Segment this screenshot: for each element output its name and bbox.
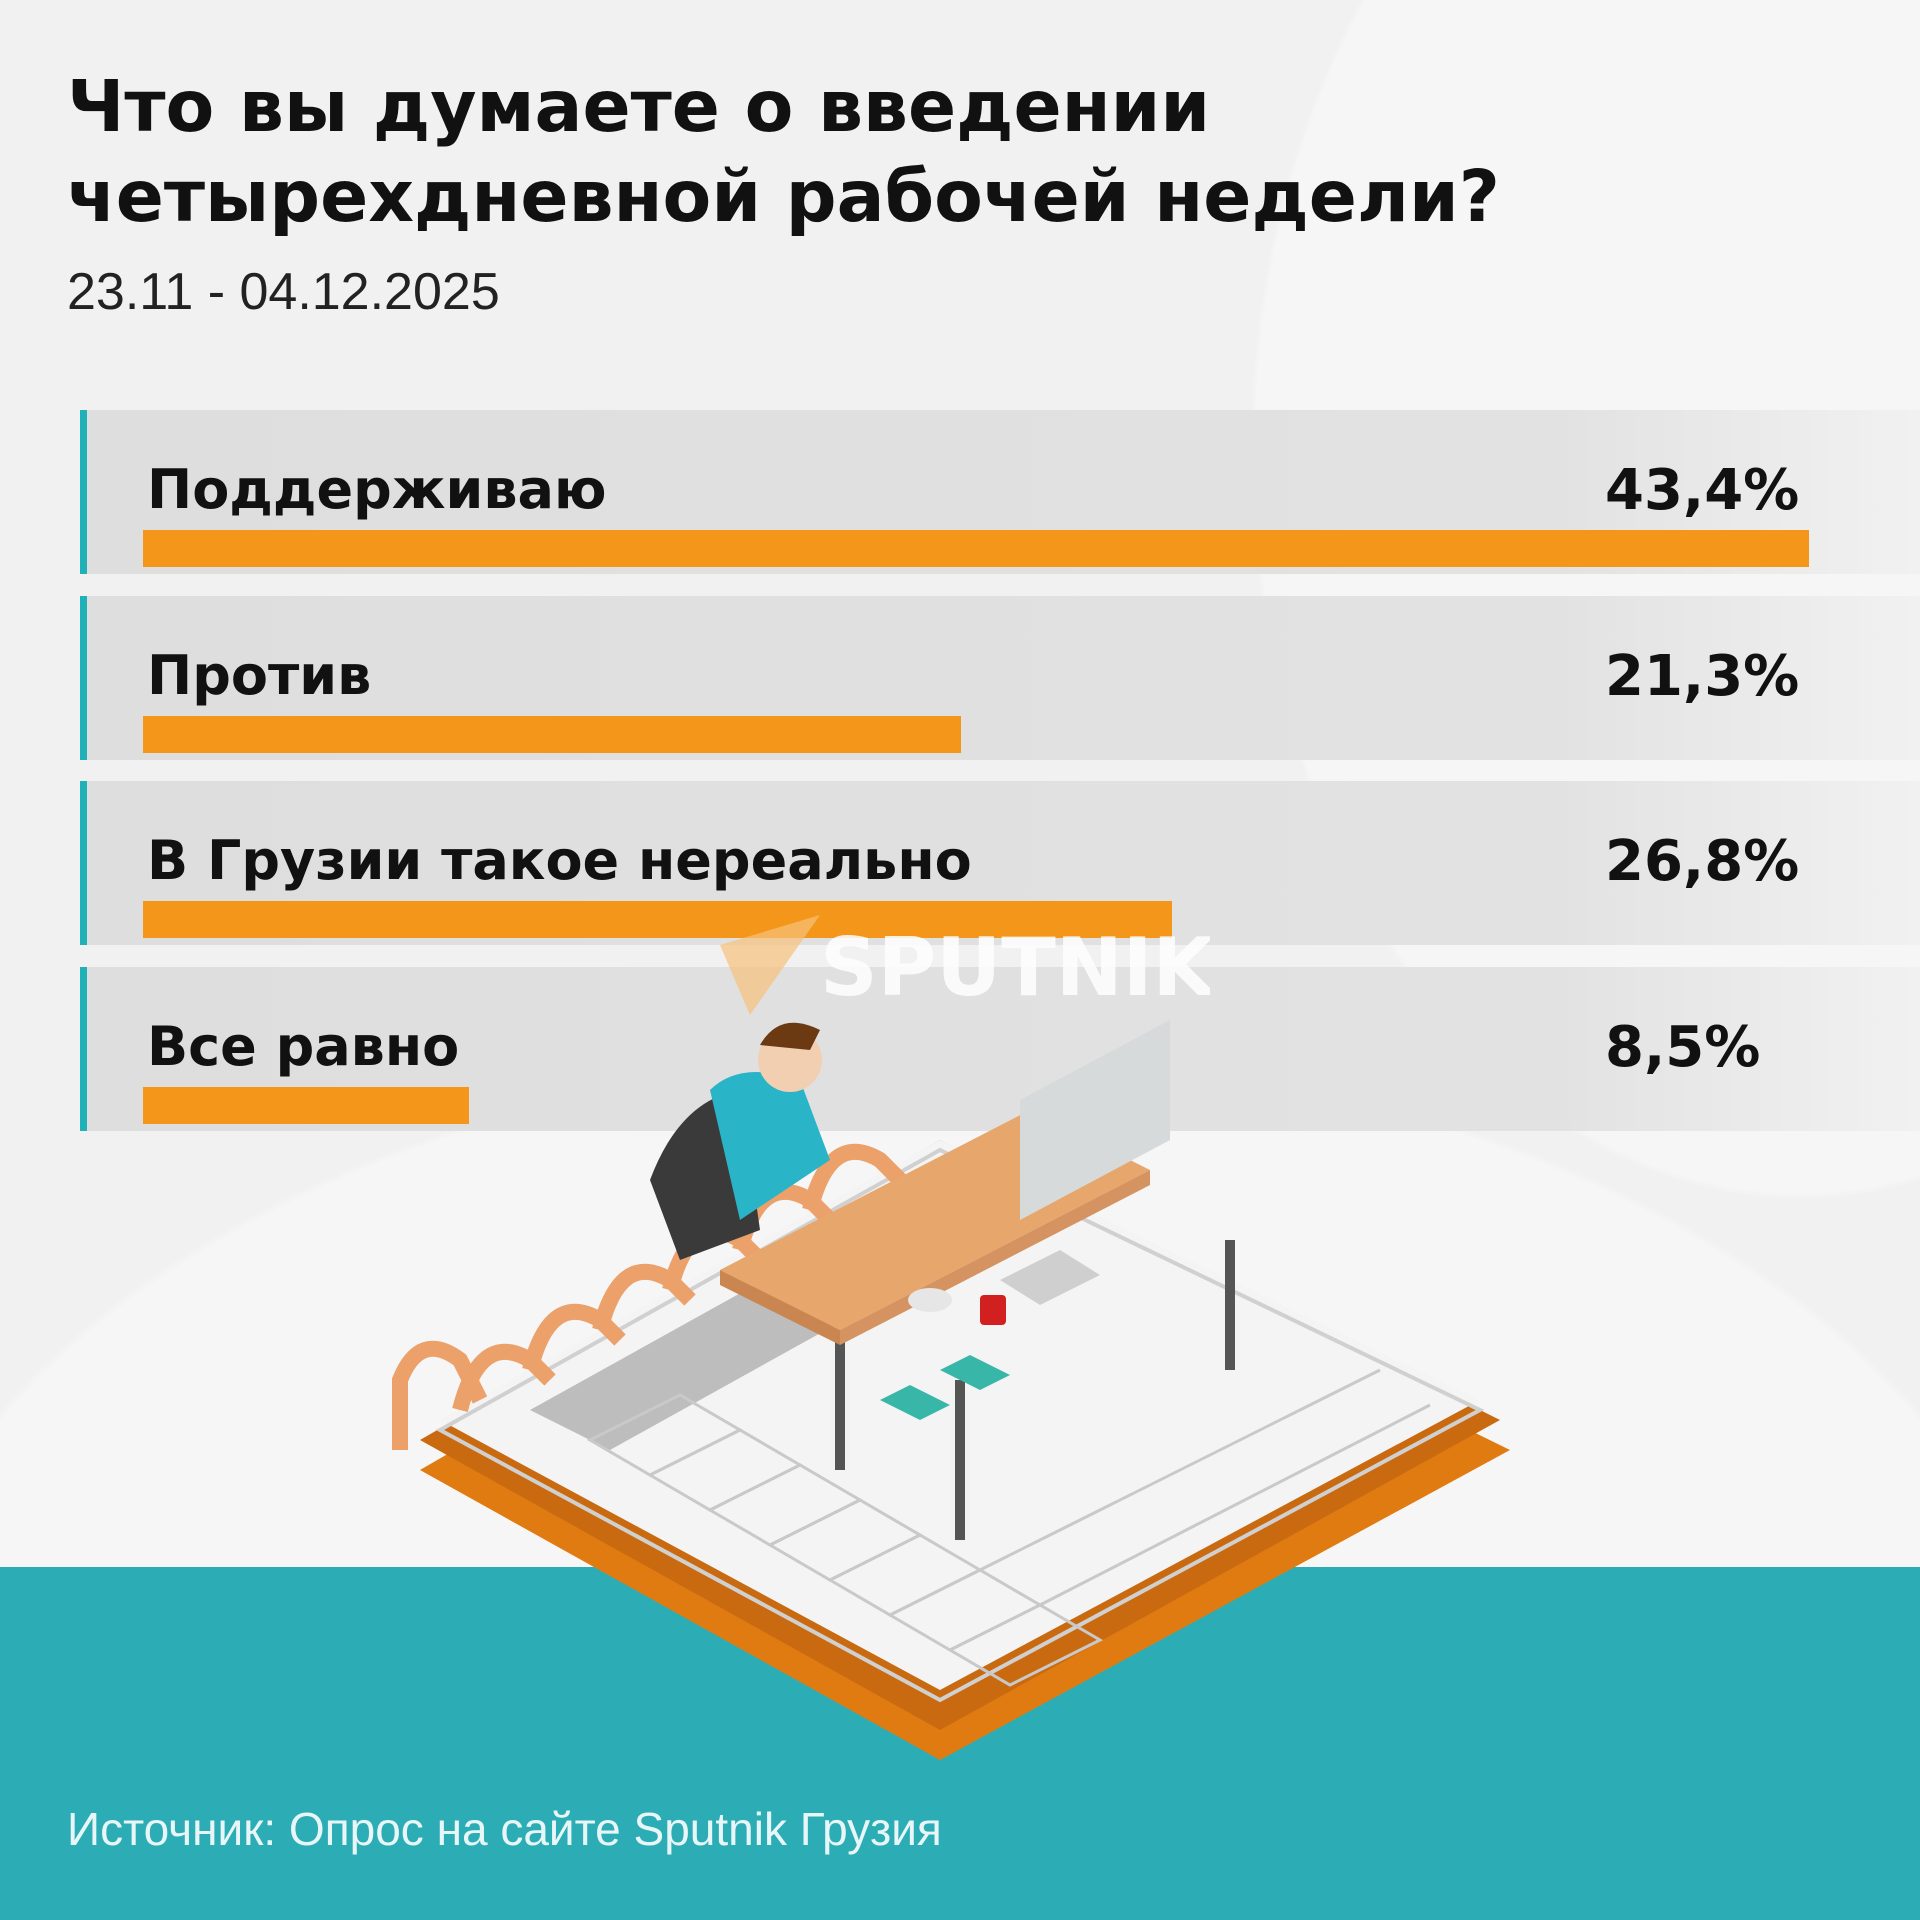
bar [143,901,1172,938]
bar [143,716,961,753]
bar [143,1087,470,1124]
sputnik-logo-watermark: SPUTNIK [720,915,1210,1015]
category-label: Против [147,644,372,707]
page-title: Что вы думаете о введении четырехдневной… [67,65,1500,238]
value-label: 21,3% [1605,644,1800,709]
category-label: В Грузии такое нереально [147,829,972,892]
bar-row: Против 21,3% [80,596,1920,760]
svg-text:SPUTNIK: SPUTNIK [820,921,1210,1014]
value-label: 8,5% [1605,1015,1761,1080]
category-label: Все равно [147,1015,460,1078]
value-label: 43,4% [1605,458,1800,523]
category-label: Поддерживаю [147,458,607,521]
bar-row: В Грузии такое нереально 26,8% [80,781,1920,945]
bar-row: Все равно 8,5% [80,967,1920,1131]
value-label: 26,8% [1605,829,1800,894]
bar [143,530,1809,567]
source-note: Источник: Опрос на сайте Sputnik Грузия [67,1803,942,1855]
illustration-calendar-desk [392,1020,1510,1760]
bar-row: Поддерживаю 43,4% [80,410,1920,574]
date-range: 23.11 - 04.12.2025 [67,263,500,321]
